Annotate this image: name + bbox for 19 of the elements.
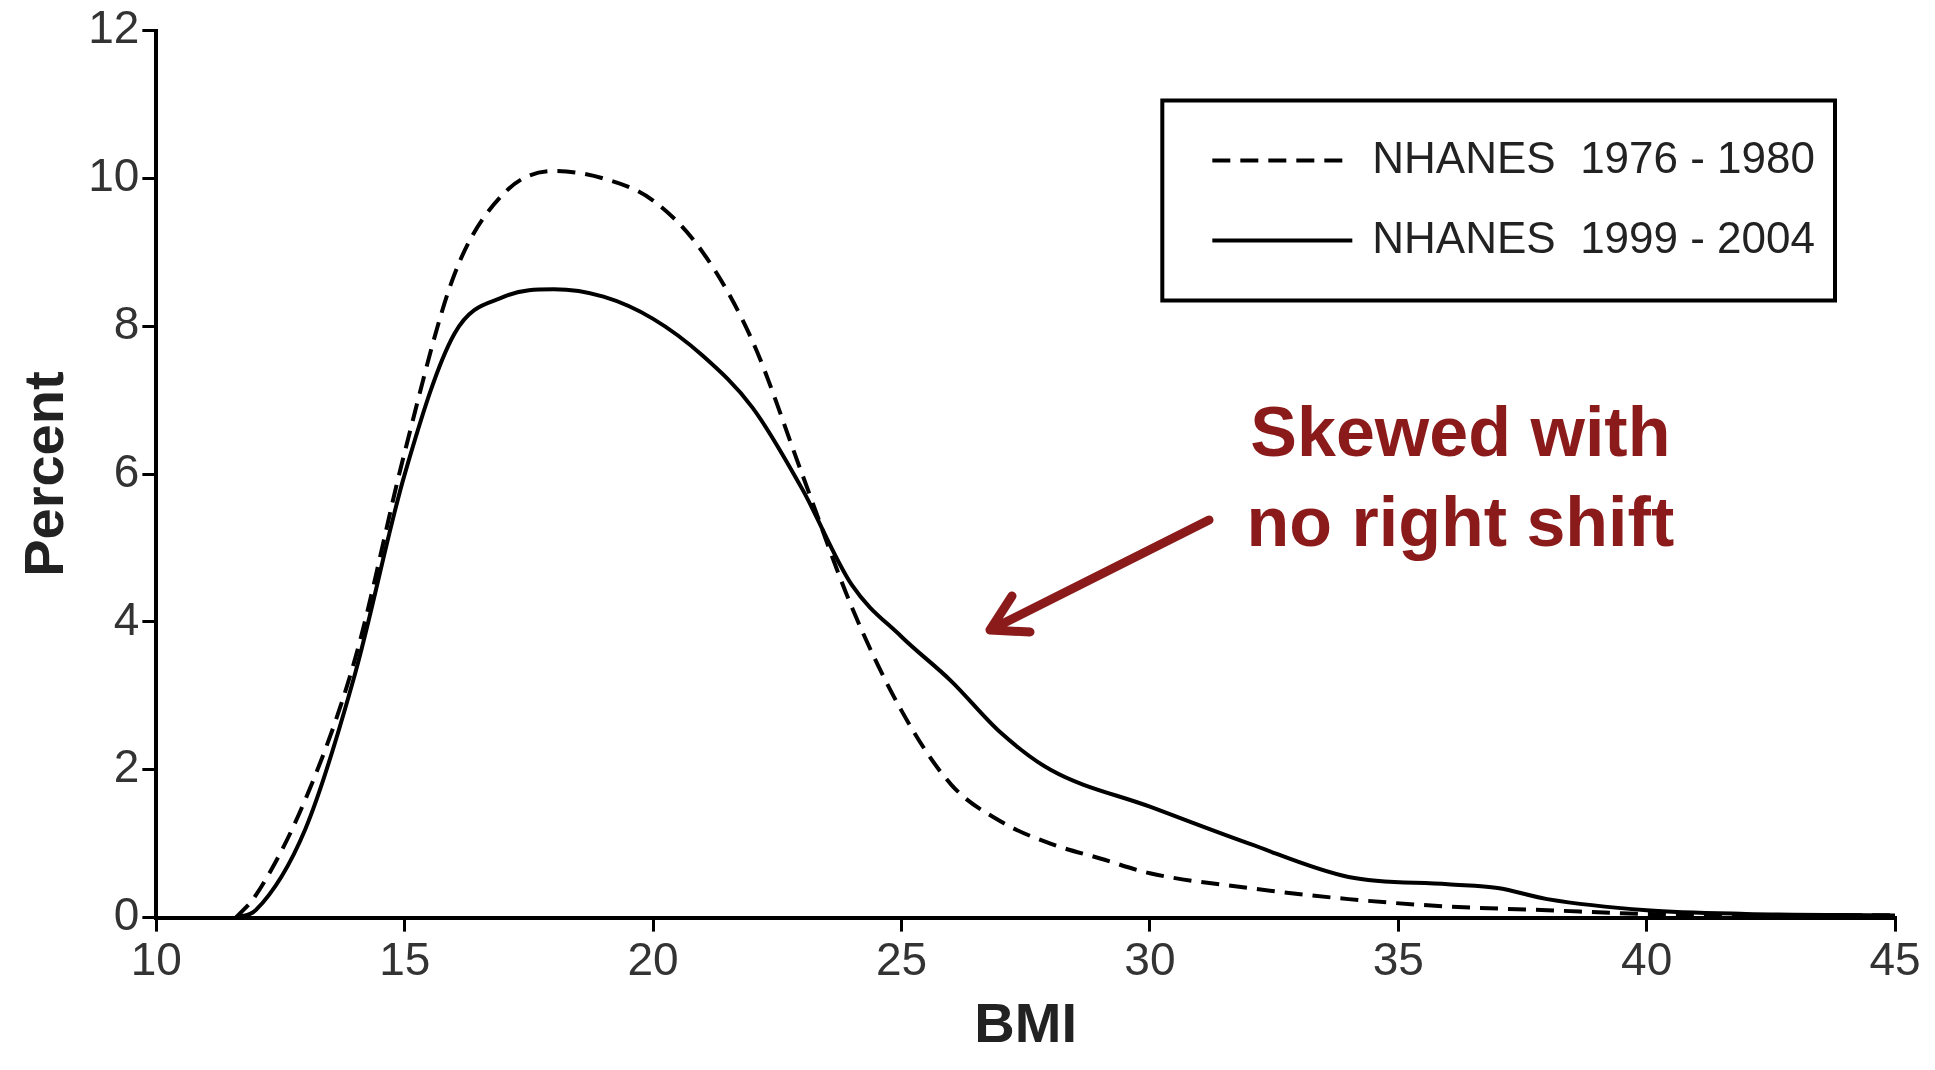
y-tick-label: 2	[113, 740, 140, 793]
x-tick-label: 20	[627, 932, 679, 985]
legend-label: NHANES 1976 - 1980	[1372, 132, 1815, 182]
y-tick-label: 0	[113, 888, 140, 941]
x-axis-title: BMI	[974, 990, 1078, 1054]
y-tick-label: 10	[88, 149, 140, 202]
y-tick-label: 4	[113, 592, 140, 645]
x-tick-label: 40	[1621, 932, 1673, 985]
x-tick-label: 35	[1372, 932, 1424, 985]
x-tick-label: 25	[875, 932, 928, 985]
x-tick-label: 45	[1869, 932, 1921, 985]
y-tick-label: 8	[113, 296, 140, 349]
y-tick-label: 6	[113, 444, 140, 497]
y-axis-title: Percent	[12, 371, 76, 577]
legend-label: NHANES 1999 - 2004	[1372, 212, 1815, 262]
x-tick-label: 30	[1124, 932, 1176, 985]
x-tick-label: 15	[379, 932, 431, 985]
y-tick-label: 12	[88, 1, 140, 54]
annotation: Skewed with no right shift	[1246, 392, 1675, 561]
